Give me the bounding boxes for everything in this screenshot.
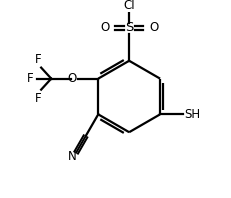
Text: S: S	[125, 21, 133, 34]
Text: SH: SH	[184, 108, 200, 121]
Text: F: F	[27, 72, 33, 85]
Text: F: F	[35, 53, 41, 66]
Text: O: O	[100, 21, 109, 34]
Text: N: N	[68, 150, 76, 163]
Text: Cl: Cl	[123, 0, 134, 12]
Text: O: O	[148, 21, 158, 34]
Text: F: F	[35, 91, 41, 105]
Text: O: O	[67, 72, 76, 85]
